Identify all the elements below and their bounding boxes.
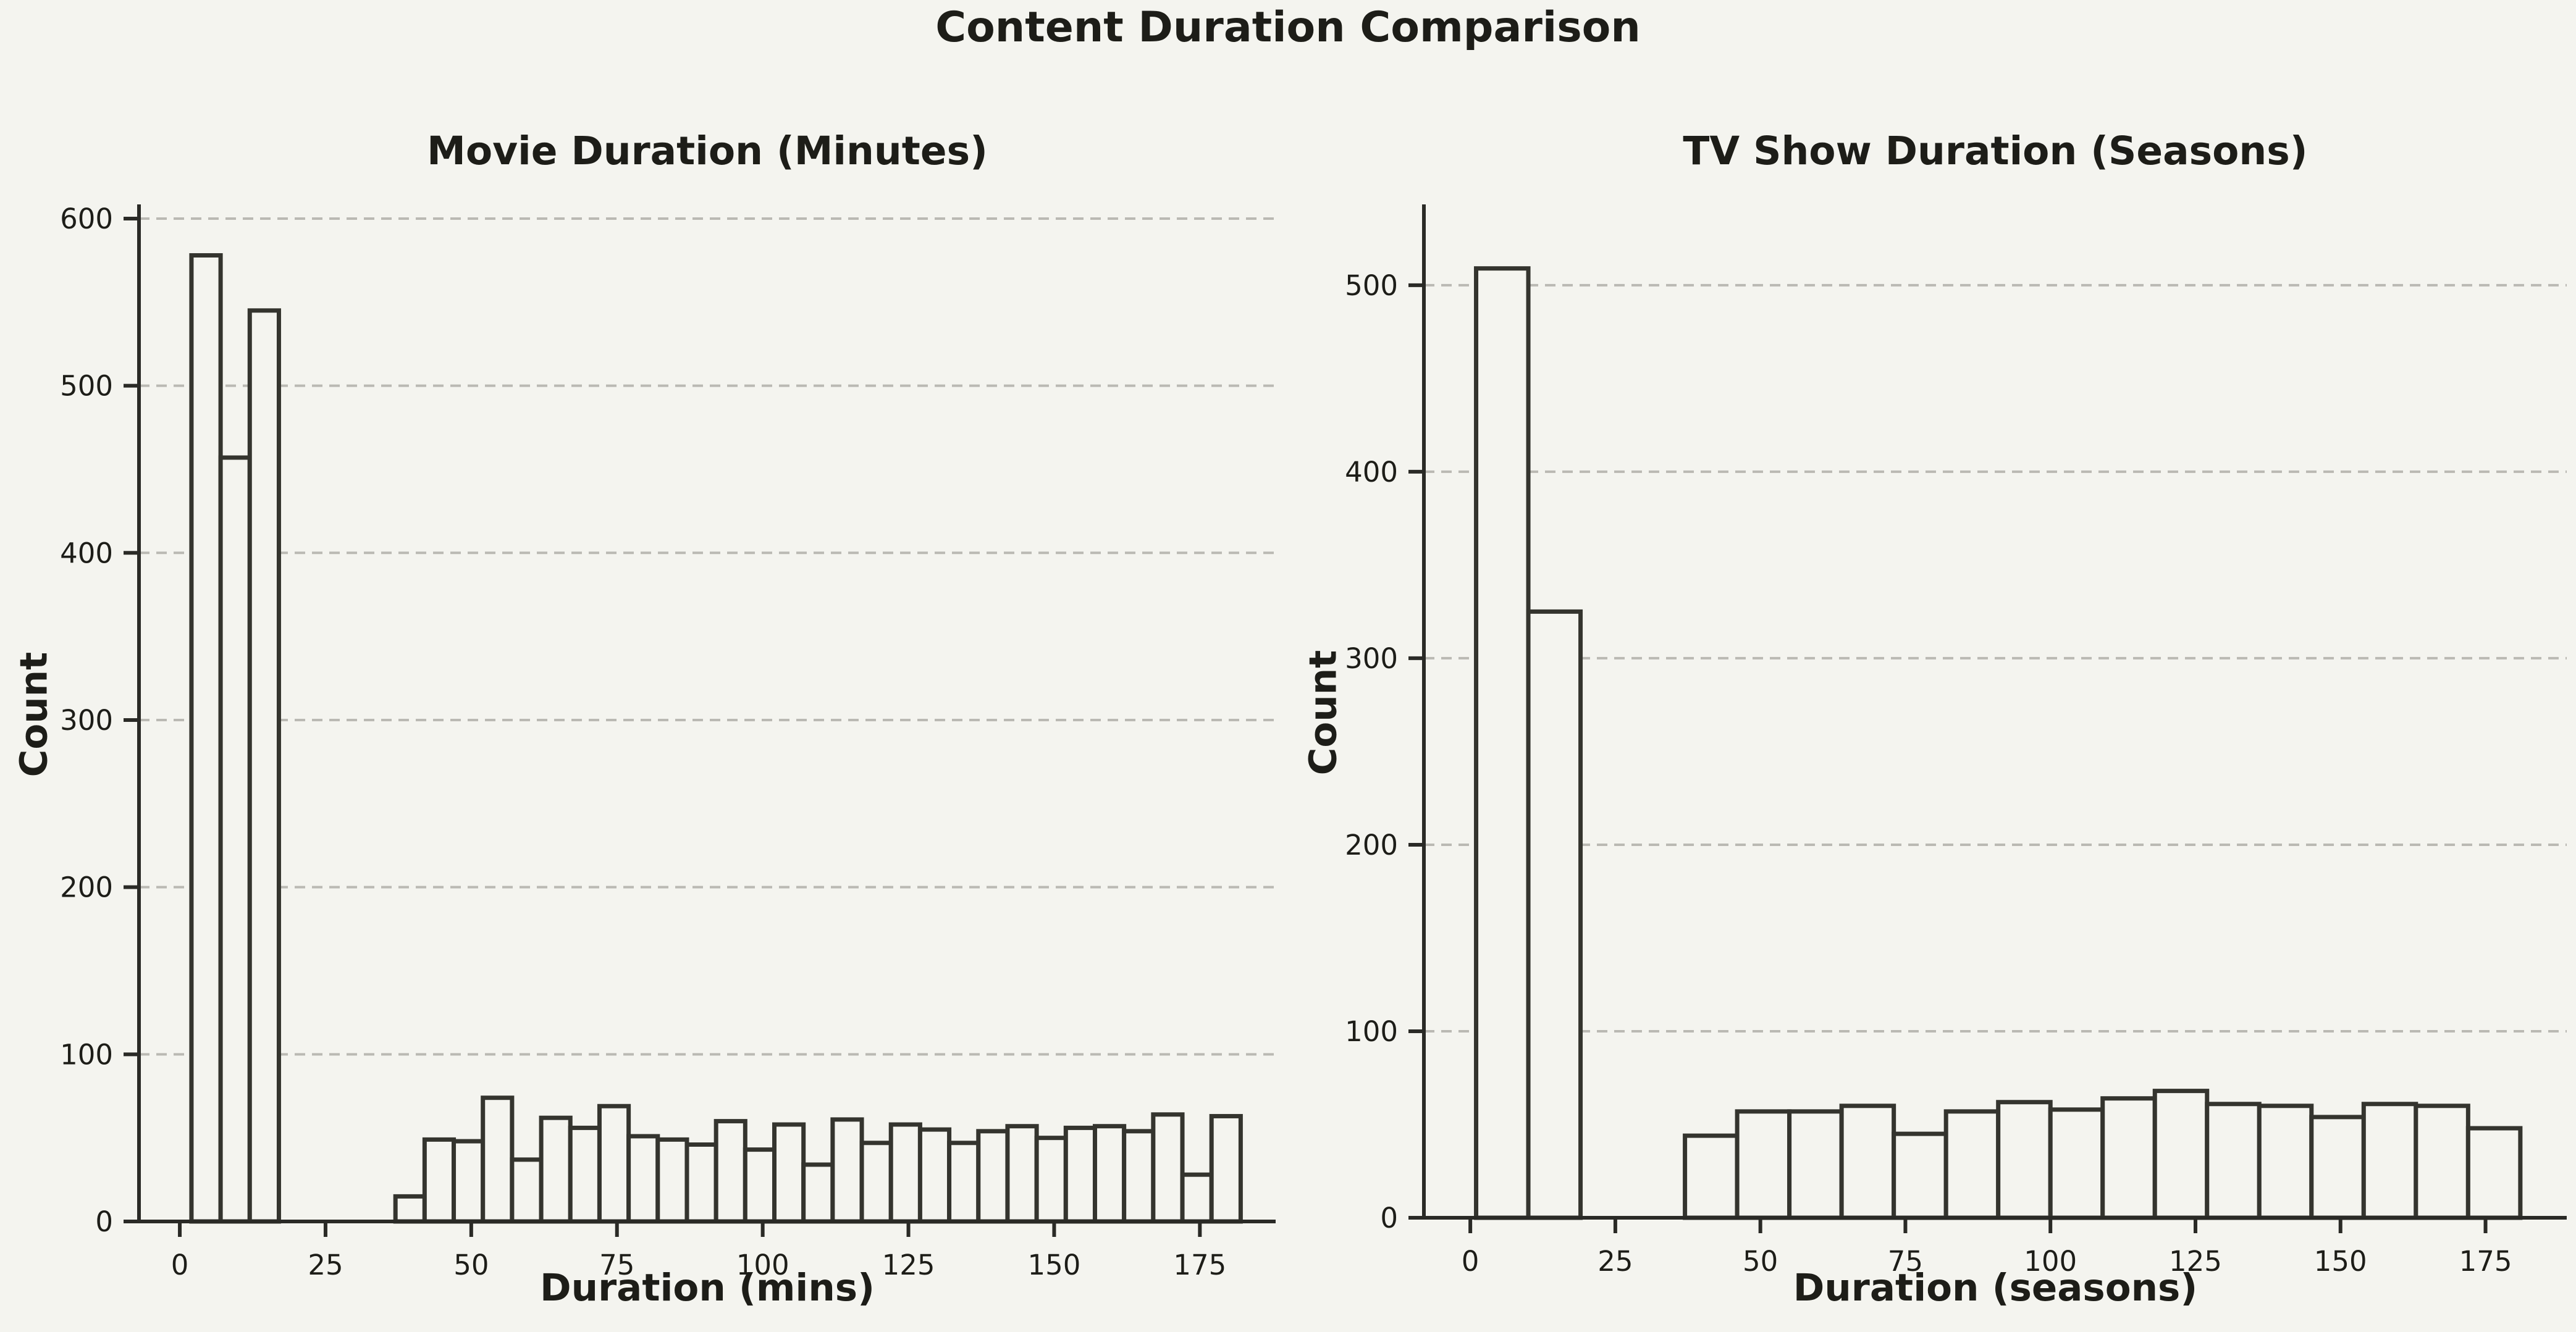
- movie-histogram-plot: 0 25 50 75 100 125 150 175 0 100 200 300 400 500 600: [60, 203, 1276, 1281]
- histogram-bar: [597, 1104, 631, 1224]
- y-tick-label: 500: [1345, 269, 1398, 302]
- histogram-bar: [1092, 1124, 1127, 1224]
- y-tick-label: 0: [95, 1205, 113, 1238]
- histogram-bar: [772, 1122, 806, 1224]
- histogram-bar: [1683, 1133, 1740, 1220]
- histogram-bar: [801, 1162, 835, 1224]
- histogram-bar: [1474, 266, 1531, 1220]
- y-tick-label: 500: [60, 370, 113, 403]
- y-tick-label: 200: [1345, 829, 1398, 861]
- histogram-bar: [1996, 1100, 2053, 1220]
- tvshow-histogram-plot: 0 25 50 75 100 125 150 175 0 100 200 300 400 500: [1345, 204, 2567, 1278]
- histogram-bar: [1735, 1109, 1792, 1220]
- histogram-bar: [1151, 1112, 1185, 1224]
- movie-y-axis-label: Count: [12, 651, 56, 777]
- histogram-bar: [1943, 1109, 2001, 1220]
- x-tick-label: 25: [308, 1249, 343, 1281]
- x-tick-label: 150: [1027, 1249, 1080, 1281]
- histogram-bar: [2100, 1096, 2157, 1220]
- x-tick-label: 0: [1462, 1245, 1480, 1278]
- histogram-bar: [452, 1139, 486, 1224]
- histogram-bar: [481, 1095, 515, 1224]
- histogram-bar: [830, 1117, 864, 1224]
- figure-title: Content Duration Comparison: [935, 3, 1641, 52]
- histogram-bar: [189, 253, 223, 1224]
- y-tick-label: 100: [60, 1038, 113, 1071]
- histogram-bar: [393, 1194, 427, 1224]
- histogram-bar: [1209, 1113, 1243, 1224]
- x-tick-label: 50: [453, 1249, 489, 1281]
- histogram-bar: [1063, 1125, 1097, 1224]
- histogram-bar: [2048, 1107, 2105, 1220]
- x-tick-label: 175: [2459, 1245, 2512, 1278]
- histogram-bar: [917, 1127, 952, 1224]
- y-tick-label: 300: [1345, 642, 1398, 675]
- y-tick-label: 200: [60, 871, 113, 904]
- y-tick-label: 0: [1380, 1202, 1398, 1234]
- histogram-bar: [1180, 1172, 1214, 1224]
- histogram-bar: [2152, 1089, 2210, 1220]
- histogram-bar: [510, 1157, 544, 1224]
- histogram-bar: [2361, 1102, 2418, 1220]
- tvshow-chart-title: TV Show Duration (Seasons): [1683, 128, 2308, 174]
- histogram-bar: [743, 1147, 777, 1224]
- y-tick-label: 100: [1345, 1015, 1398, 1048]
- histogram-bar: [539, 1115, 573, 1224]
- x-tick-label: 100: [736, 1249, 789, 1281]
- histogram-bar: [1034, 1136, 1068, 1224]
- histogram-bar: [422, 1137, 457, 1224]
- x-tick-label: 75: [1888, 1245, 1923, 1278]
- histogram-bar: [568, 1125, 602, 1224]
- histogram-bar: [888, 1122, 922, 1224]
- histogram-bar: [1122, 1129, 1156, 1224]
- y-tick-label: 400: [60, 537, 113, 569]
- histogram-bar: [2205, 1102, 2262, 1220]
- histogram-bar: [713, 1119, 747, 1224]
- histogram-bar: [2414, 1104, 2470, 1220]
- histogram-bar: [1787, 1109, 1844, 1220]
- histogram-bar: [626, 1134, 660, 1224]
- histogram-bar: [2309, 1115, 2366, 1220]
- x-tick-label: 175: [1173, 1249, 1226, 1281]
- histogram-bar: [1526, 609, 1583, 1220]
- x-tick-label: 150: [2314, 1245, 2367, 1278]
- x-tick-label: 50: [1743, 1245, 1778, 1278]
- y-tick-label: 400: [1345, 456, 1398, 488]
- histogram-bar: [684, 1142, 718, 1224]
- histogram-bar: [2257, 1104, 2314, 1220]
- movie-chart-title: Movie Duration (Minutes): [427, 128, 988, 174]
- histogram-bar: [1839, 1104, 1896, 1220]
- x-tick-label: 125: [882, 1249, 935, 1281]
- x-tick-label: 25: [1597, 1245, 1633, 1278]
- x-tick-label: 100: [2024, 1245, 2077, 1278]
- movie-x-axis-label: Duration (mins): [540, 1266, 875, 1310]
- x-tick-label: 125: [2169, 1245, 2222, 1278]
- x-tick-label: 75: [599, 1249, 634, 1281]
- histogram-bar: [947, 1141, 981, 1224]
- tvshow-x-axis-label: Duration (seasons): [1793, 1266, 2198, 1310]
- y-tick-label: 600: [60, 203, 113, 235]
- histogram-bar: [859, 1141, 893, 1224]
- histogram-bar: [655, 1137, 689, 1224]
- histogram-bar: [2465, 1126, 2523, 1220]
- histogram-bar: [247, 308, 281, 1224]
- tvshow-y-axis-label: Count: [1301, 650, 1345, 776]
- histogram-bar: [1892, 1131, 1948, 1220]
- x-tick-label: 0: [171, 1249, 189, 1281]
- histogram-bar: [218, 455, 252, 1224]
- histogram-bar: [1005, 1124, 1039, 1224]
- histogram-bar: [976, 1129, 1010, 1224]
- y-tick-label: 300: [60, 704, 113, 737]
